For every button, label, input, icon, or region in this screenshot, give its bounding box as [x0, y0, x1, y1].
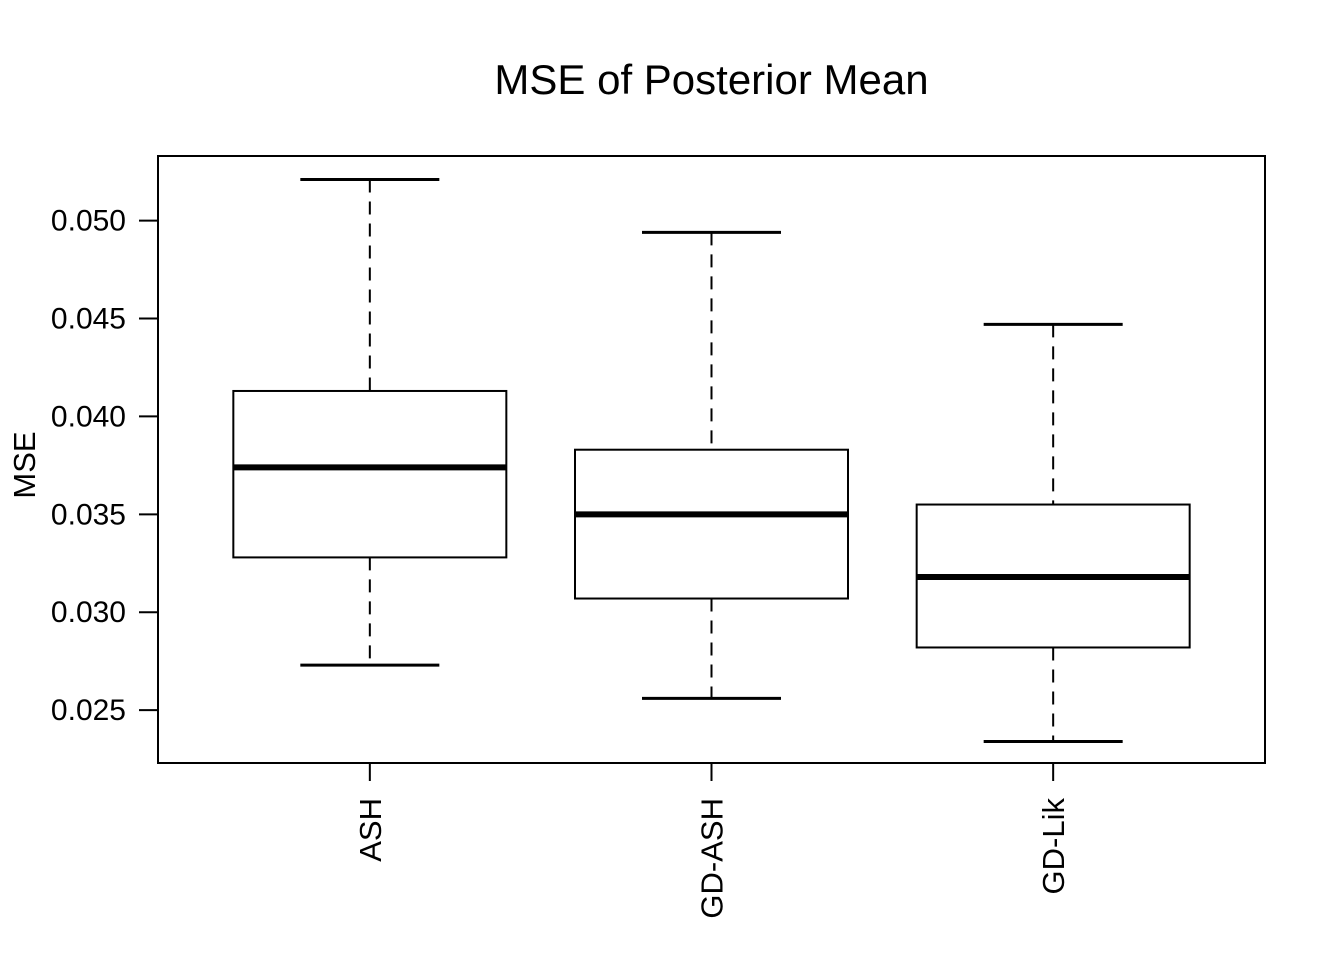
- x-tick-label: ASH: [353, 798, 388, 862]
- box-iqr: [574, 448, 849, 600]
- y-tick-label: 0.030: [51, 596, 126, 629]
- y-tick-label: 0.040: [51, 400, 126, 433]
- chart-title: MSE of Posterior Mean: [494, 56, 929, 103]
- box-iqr: [232, 389, 508, 559]
- x-tick-label: GD-Lik: [1036, 798, 1071, 895]
- y-tick-label: 0.025: [51, 694, 126, 727]
- y-tick-label: 0.035: [51, 498, 126, 531]
- y-tick-label: 0.050: [51, 205, 126, 238]
- y-tick-label: 0.045: [51, 303, 126, 336]
- x-tick-label: GD-ASH: [695, 798, 730, 919]
- y-axis-label: MSE: [7, 431, 42, 499]
